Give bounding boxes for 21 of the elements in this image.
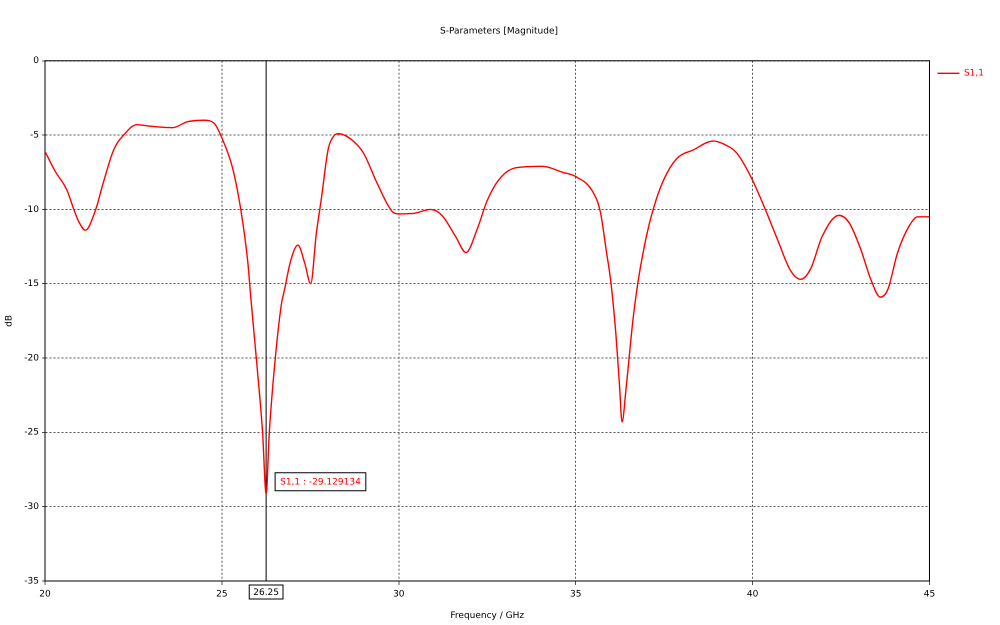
y-tick-label: -20	[24, 353, 40, 364]
y-tick-label: -15	[24, 279, 39, 290]
y-tick-label: -30	[24, 502, 40, 512]
line-series	[45, 120, 930, 494]
x-tick-label: 40	[746, 590, 759, 600]
chart-title: S-Parameters [Magnitude]	[440, 26, 558, 37]
x-tick-label: 45	[924, 590, 936, 600]
x-tick-label: 25	[216, 590, 228, 600]
y-axis-title: dB	[4, 314, 15, 327]
annotation: S1,1 : -29.129134	[280, 478, 362, 488]
x-axis-title: Frequency / GHz	[450, 610, 524, 621]
y-tick-label: -25	[24, 428, 39, 438]
x-tick-label: 30	[393, 590, 405, 600]
x-tick-label: 20	[39, 590, 51, 600]
ref-line-label: 26.25	[253, 588, 279, 598]
y-tick-label: -10	[24, 204, 40, 215]
y-tick-label: -5	[30, 130, 39, 140]
x-tick-label: 35	[570, 590, 582, 600]
legend-label: S1,1	[964, 68, 984, 79]
y-tick-label: -35	[24, 576, 39, 586]
y-tick-label: 0	[33, 56, 40, 66]
